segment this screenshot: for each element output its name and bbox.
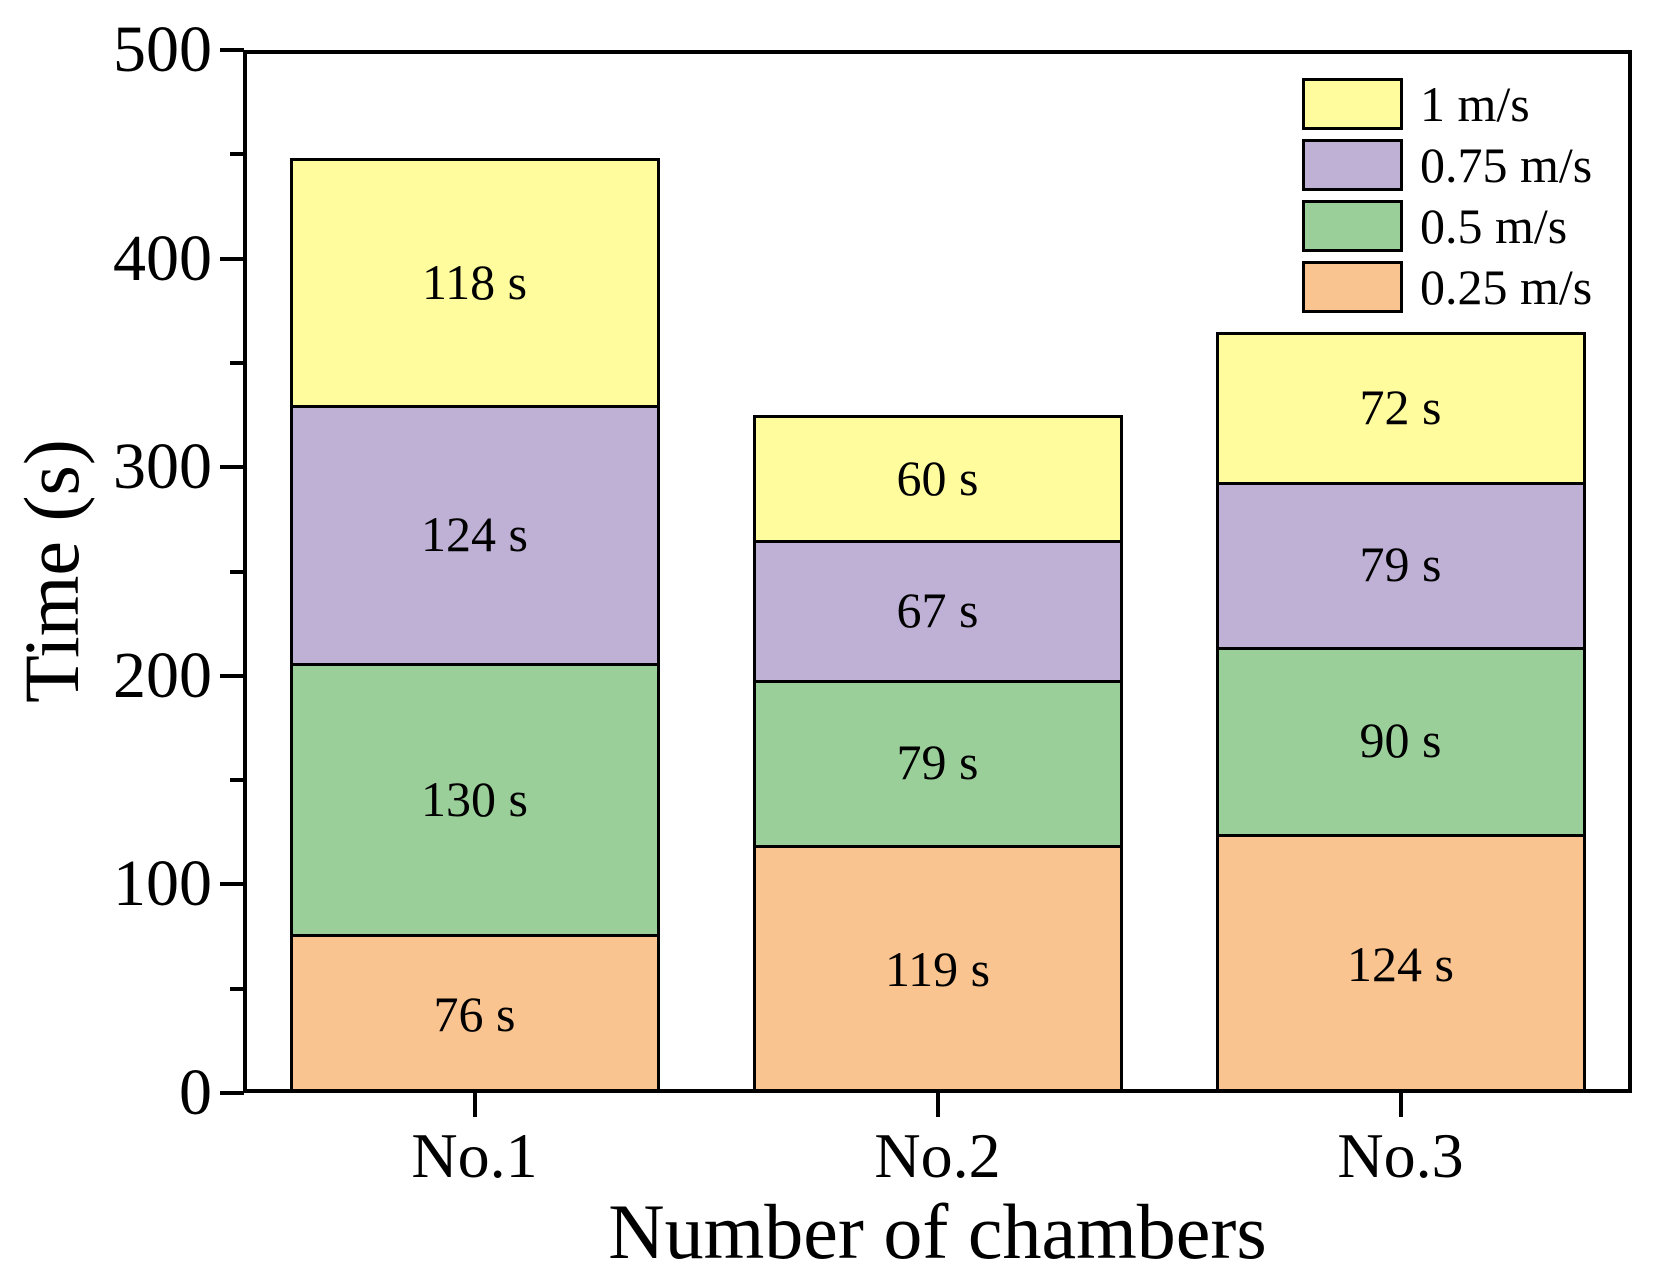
x-tick-label: No.3 bbox=[1337, 1120, 1464, 1191]
legend-swatch bbox=[1302, 200, 1403, 252]
legend-item: 1 m/s bbox=[1302, 76, 1592, 132]
x-axis-title: Number of chambers bbox=[608, 1188, 1267, 1275]
legend-item: 0.5 m/s bbox=[1302, 198, 1592, 254]
bar-segment bbox=[752, 844, 1123, 1093]
bar-value-label: 79 s bbox=[1359, 536, 1442, 593]
plot-area: 76 s 130 s 124 s 118 s 119 s 79 s 67 s 60 s 124 … bbox=[243, 50, 1632, 1093]
y-tick-label: 100 bbox=[113, 847, 212, 921]
y-minor-tick bbox=[230, 986, 244, 991]
bar-segment bbox=[289, 404, 660, 667]
bar-value-label: 124 s bbox=[421, 505, 528, 562]
legend: 1 m/s 0.75 m/s 0.5 m/s 0.25 m/s bbox=[1302, 76, 1592, 315]
y-tick-label: 200 bbox=[113, 638, 212, 712]
bar-value-label: 130 s bbox=[421, 770, 528, 827]
bar-segment bbox=[1215, 834, 1586, 1093]
bars-layer: 76 s 130 s 124 s 118 s 119 s 79 s 67 s 60 s 124 … bbox=[243, 50, 1632, 1093]
bar-value-label: 79 s bbox=[896, 734, 979, 791]
y-minor-tick bbox=[230, 569, 244, 574]
legend-label: 0.25 m/s bbox=[1420, 259, 1593, 315]
bar-segment bbox=[752, 540, 1123, 683]
legend-swatch bbox=[1302, 261, 1403, 313]
legend-label: 0.75 m/s bbox=[1420, 137, 1593, 193]
y-tick-label: 500 bbox=[113, 13, 212, 86]
y-major-tick bbox=[220, 256, 244, 261]
bar-segment bbox=[752, 415, 1123, 544]
bar-segment bbox=[1215, 331, 1586, 485]
y-major-tick bbox=[220, 465, 244, 470]
legend-item: 0.25 m/s bbox=[1302, 259, 1592, 315]
bar-segment bbox=[752, 679, 1123, 848]
bar-value-label: 119 s bbox=[884, 940, 991, 997]
legend-swatch bbox=[1302, 139, 1403, 191]
bar-value-label: 76 s bbox=[433, 985, 516, 1042]
bar-value-label: 72 s bbox=[1359, 378, 1442, 435]
y-tick-label: 300 bbox=[113, 430, 212, 504]
x-tick bbox=[1398, 1093, 1403, 1117]
legend-label: 1 m/s bbox=[1420, 76, 1530, 132]
bar-segment bbox=[289, 663, 660, 938]
y-major-tick bbox=[220, 48, 244, 52]
x-tick bbox=[935, 1093, 940, 1117]
y-major-tick bbox=[220, 1091, 244, 1095]
bar-segment bbox=[289, 158, 660, 408]
legend-swatch bbox=[1302, 78, 1403, 130]
bar-value-label: 90 s bbox=[1359, 712, 1442, 769]
y-minor-tick bbox=[230, 360, 244, 365]
bar-value-label: 60 s bbox=[896, 449, 979, 506]
x-tick bbox=[472, 1093, 477, 1117]
bar-segment bbox=[1215, 481, 1586, 650]
y-axis-title: Time (s) bbox=[8, 439, 95, 703]
y-minor-tick bbox=[230, 778, 244, 783]
y-major-tick bbox=[220, 673, 244, 678]
y-major-tick bbox=[220, 882, 244, 887]
bar-value-label: 124 s bbox=[1347, 935, 1454, 992]
x-tick-label: No.2 bbox=[874, 1120, 1001, 1191]
bar-value-label: 67 s bbox=[896, 582, 979, 639]
bar-value-label: 118 s bbox=[421, 253, 528, 310]
x-tick-label: No.1 bbox=[411, 1120, 538, 1191]
y-tick-label: 0 bbox=[179, 1056, 212, 1129]
y-minor-tick bbox=[230, 152, 244, 157]
bar-segment bbox=[1215, 646, 1586, 838]
legend-label: 0.5 m/s bbox=[1420, 198, 1568, 254]
legend-item: 0.75 m/s bbox=[1302, 137, 1592, 193]
y-tick-label: 400 bbox=[113, 221, 212, 295]
